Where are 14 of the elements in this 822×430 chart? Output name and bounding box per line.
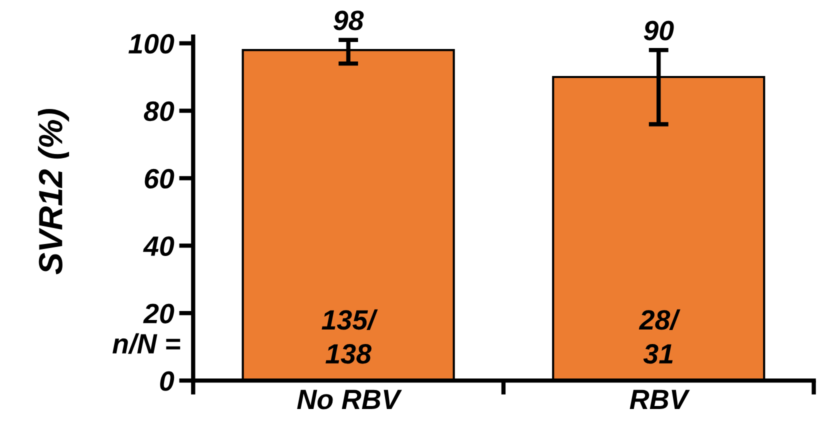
y-tick-label: 60 (144, 168, 174, 189)
y-axis-title: SVR12 (%) (38, 108, 70, 274)
data-label: 98 (334, 10, 364, 30)
y-tick-label: 80 (144, 101, 174, 122)
text: n/N = (112, 333, 180, 354)
x-tick-label: RBV (630, 390, 690, 410)
data-label: 90 (644, 20, 674, 40)
annotation: 135/ 138 (322, 309, 378, 364)
y-tick-label: 100 (128, 34, 174, 54)
y-tick-label: 0 (160, 371, 174, 391)
y-tick-label: 40 (143, 236, 174, 256)
annotation: 28/ 31 (638, 309, 680, 364)
y-tick-label: 20 (143, 304, 174, 324)
x-tick-label: No RBV (297, 390, 402, 410)
